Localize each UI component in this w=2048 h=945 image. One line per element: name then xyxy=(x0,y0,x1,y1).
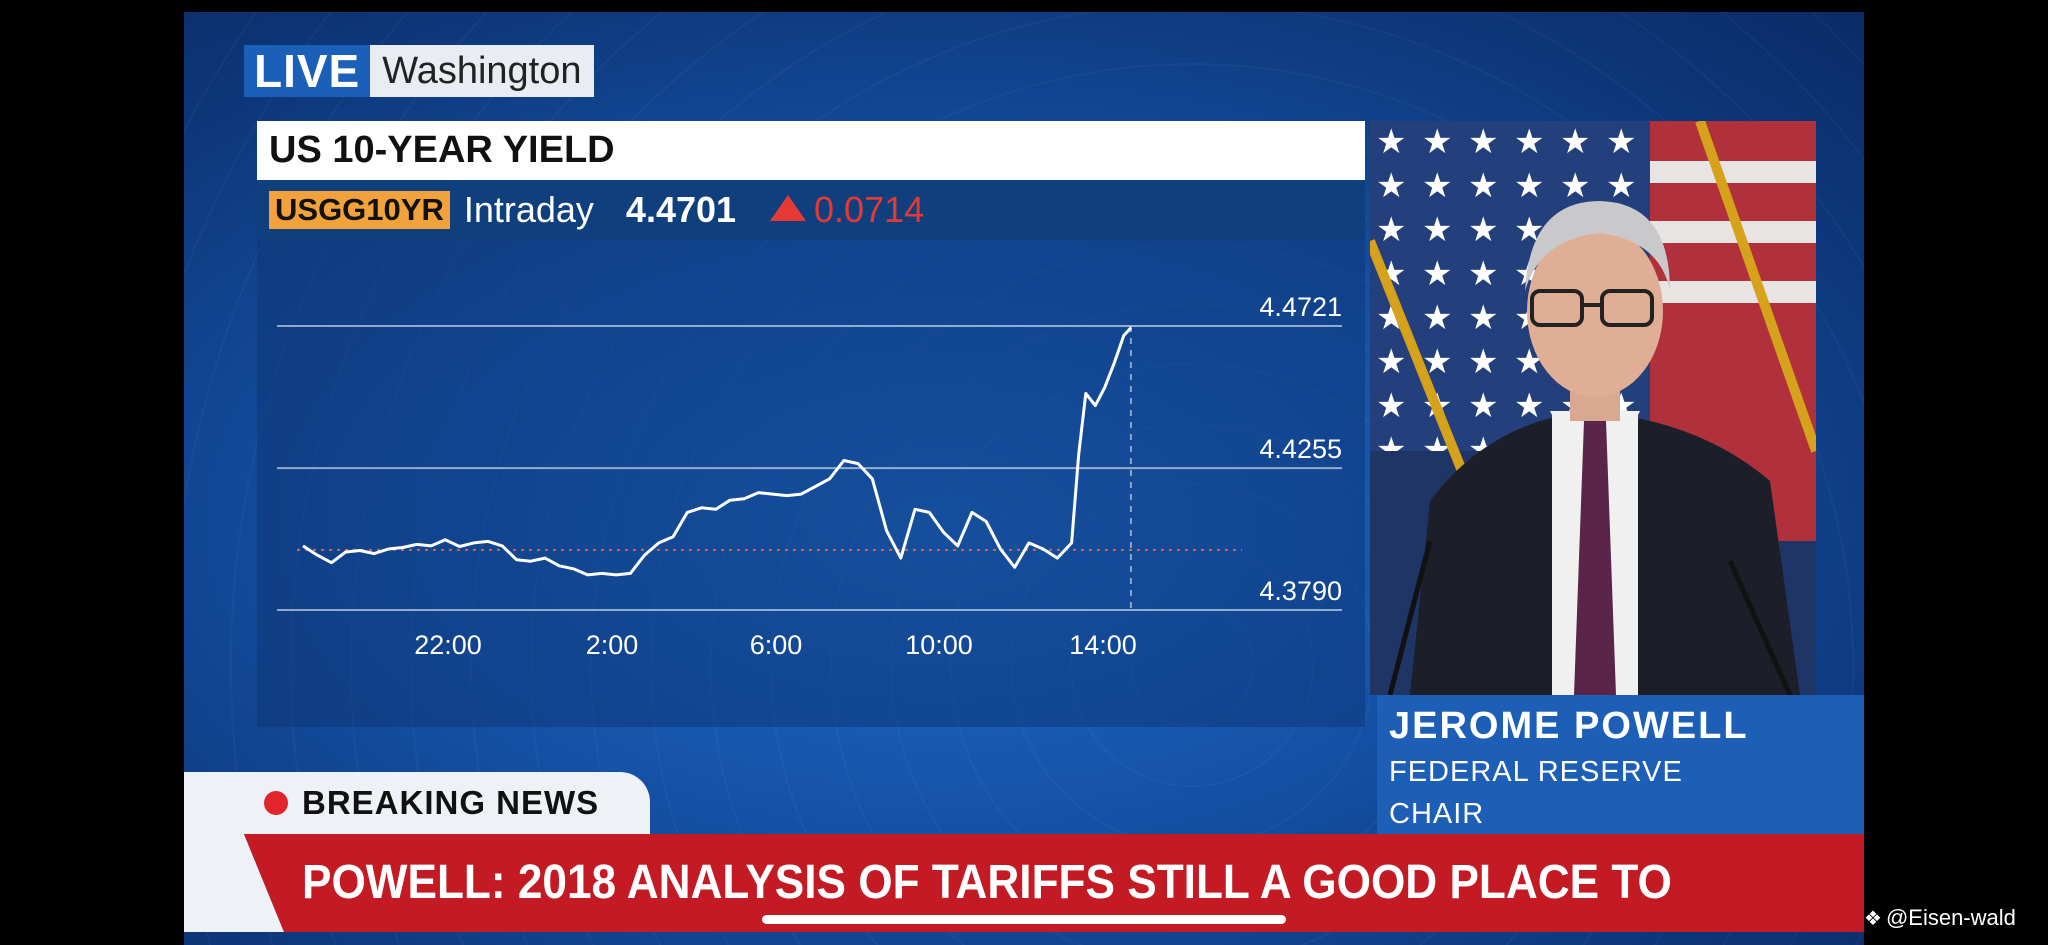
headline-text: POWELL: 2018 ANALYSIS OF TARIFFS STILL A… xyxy=(302,856,1672,909)
glasses-left xyxy=(1530,289,1584,327)
ticker-badge: USGG10YR xyxy=(269,191,450,229)
current-value: 4.4701 xyxy=(625,189,737,230)
watermark: ❖ @Eisen-wald xyxy=(1864,905,2016,931)
chart-title: US 10-YEAR YIELD xyxy=(257,121,1365,180)
speaker-nameplate: JEROME POWELL FEDERAL RESERVE CHAIR xyxy=(1377,695,1864,835)
glasses-right xyxy=(1600,289,1654,327)
change-value: 0.0714 xyxy=(770,189,924,231)
y-tick-label: 4.4721 xyxy=(1259,292,1342,322)
flag-stripe xyxy=(1650,281,1816,303)
yield-line-chart: 4.4721 4.4255 4.3790 22:00 2:00 6:00 10:00 14:0… xyxy=(277,292,1342,660)
location-tag: Washington xyxy=(370,45,594,97)
flag-pole-right xyxy=(1695,121,1816,453)
chart-subheader: USGG10YR Intraday 4.4701 0.0714 xyxy=(257,180,1365,240)
breaking-news-tab: BREAKING NEWS xyxy=(184,772,650,834)
x-tick-label: 6:00 xyxy=(750,630,803,660)
x-tick-label: 22:00 xyxy=(414,630,482,660)
speaker-title-line2: CHAIR xyxy=(1389,798,1485,830)
yield-chart-panel: US 10-YEAR YIELD USGG10YR Intraday 4.470… xyxy=(257,121,1365,727)
video-frame: LIVE Washington US 10-YEAR YIELD USGG10Y… xyxy=(184,12,1864,945)
y-tick-label: 4.4255 xyxy=(1259,434,1342,464)
x-tick-label: 10:00 xyxy=(905,630,973,660)
period-label: Intraday xyxy=(463,189,594,230)
speaker-name: JEROME POWELL xyxy=(1389,705,1749,747)
flag-stripe xyxy=(1650,221,1816,243)
breaking-news-label: BREAKING NEWS xyxy=(302,784,600,821)
hair xyxy=(1525,201,1670,291)
plot-area: 4.4721 4.4255 4.3790 22:00 2:00 6:00 10:00 14:0… xyxy=(257,240,1365,727)
diamond-logo-icon: ❖ xyxy=(1864,907,1882,930)
speaker-title-line1: FEDERAL RESERVE xyxy=(1389,756,1683,788)
microphone-right xyxy=(1727,559,1793,695)
microphone-left xyxy=(1387,540,1433,695)
face xyxy=(1527,225,1663,397)
watermark-text: @Eisen-wald xyxy=(1885,905,2016,930)
speaker-scene: ★ xyxy=(1370,121,1816,695)
x-tick-label: 2:00 xyxy=(586,630,639,660)
tie xyxy=(1574,421,1616,695)
up-triangle-icon xyxy=(770,195,807,221)
y-tick-label: 4.3790 xyxy=(1259,576,1342,606)
red-dot-icon xyxy=(264,791,288,815)
x-tick-label: 14:00 xyxy=(1069,630,1137,660)
live-bug: LIVE Washington xyxy=(244,45,594,97)
live-tag: LIVE xyxy=(244,45,371,97)
flag-stripe xyxy=(1650,161,1816,183)
home-indicator[interactable] xyxy=(762,915,1286,924)
speaker-video: ★ xyxy=(1370,121,1816,695)
yield-series-line xyxy=(302,326,1133,577)
change-text: 0.0714 xyxy=(814,189,925,230)
